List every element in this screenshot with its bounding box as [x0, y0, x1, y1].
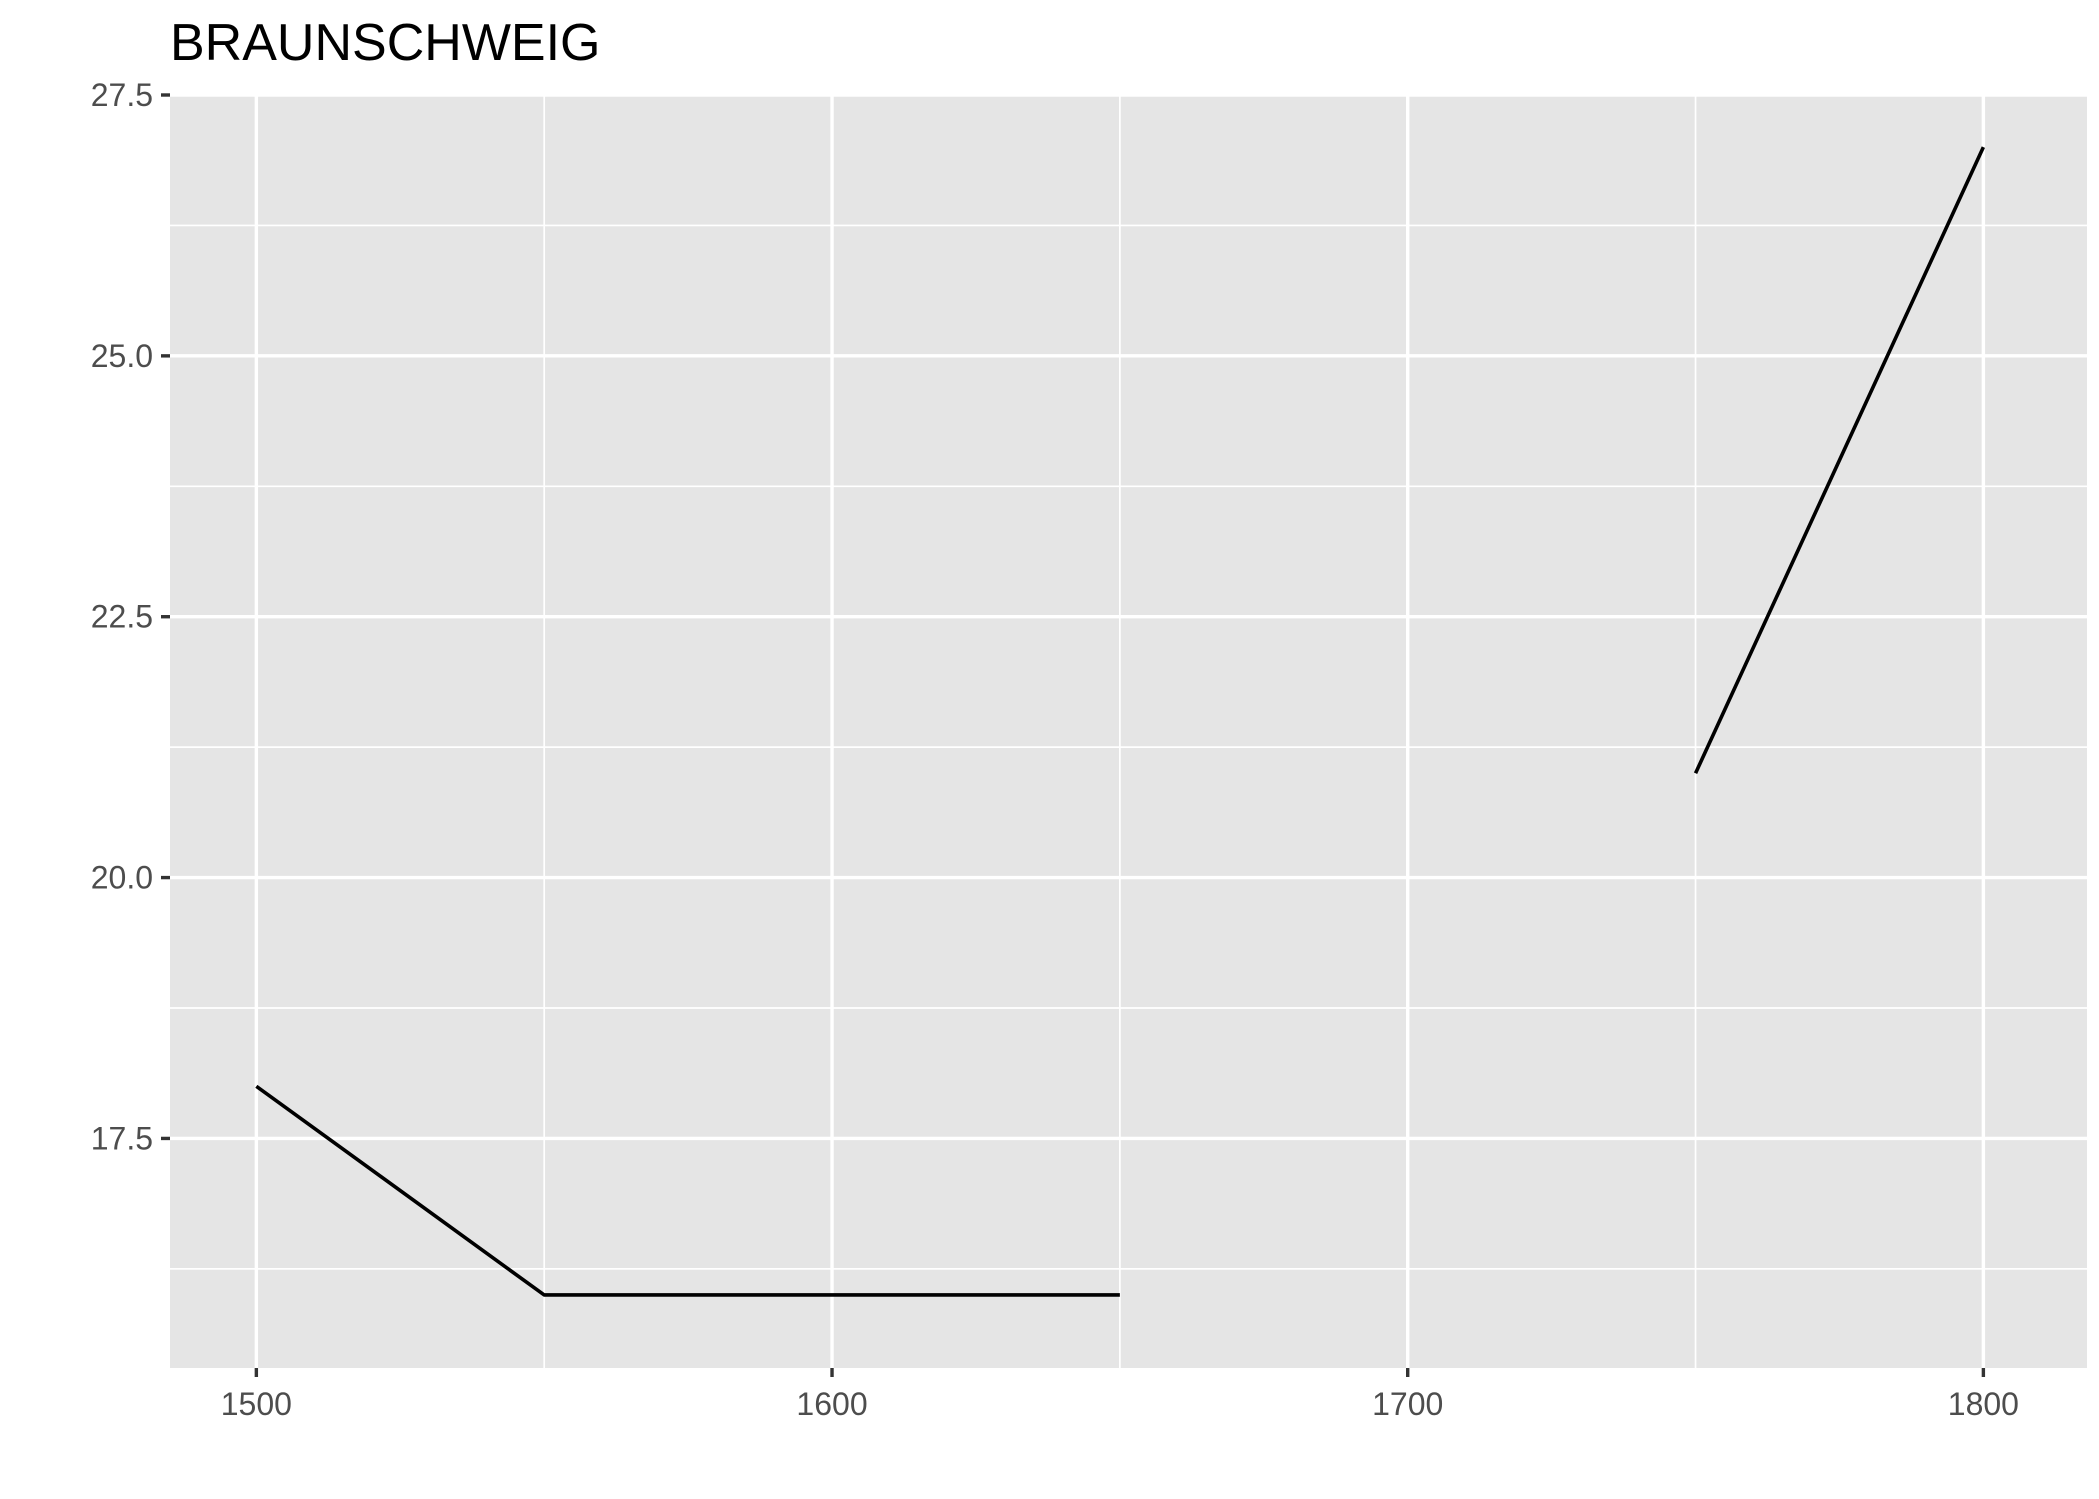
x-tick-label-0: 1500 — [221, 1386, 292, 1422]
y-tick-label-4: 27.5 — [91, 77, 153, 113]
series-layer — [255, 146, 1986, 1297]
x-tick-label-1: 1600 — [796, 1386, 867, 1422]
x-tick-label-3: 1800 — [1948, 1386, 2019, 1422]
series-0-line-segment-0 — [255, 1084, 1120, 1297]
y-tick-label-0: 17.5 — [91, 1120, 153, 1156]
x-tick-label-2: 1700 — [1372, 1386, 1443, 1422]
y-tick-label-1: 20.0 — [91, 860, 153, 896]
y-axis: 17.5 20.0 22.5 25.0 27.5 — [91, 77, 170, 1156]
x-axis: 1500 1600 1700 1800 — [221, 1368, 2019, 1422]
y-tick-label-3: 25.0 — [91, 338, 153, 374]
chart-title: BRAUNSCHWEIG — [170, 14, 600, 72]
y-tick-label-2: 22.5 — [91, 599, 153, 635]
series-0-line-segment-1 — [1693, 146, 1986, 774]
plot-panel — [170, 95, 2087, 1368]
minor-gridlines — [170, 95, 2087, 1368]
